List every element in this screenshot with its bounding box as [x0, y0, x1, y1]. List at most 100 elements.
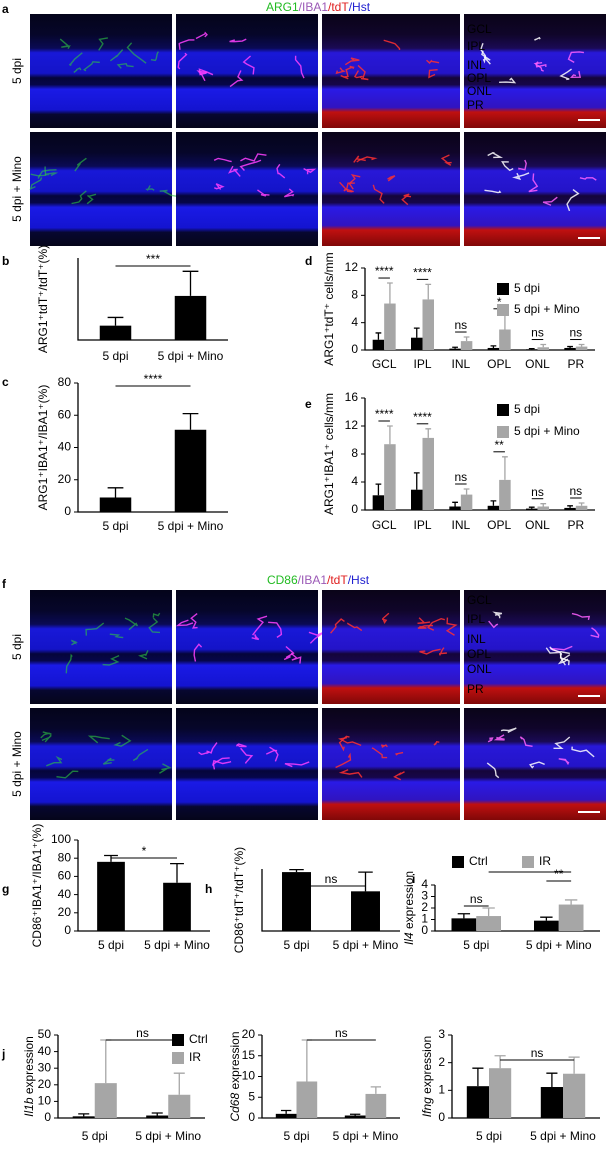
cell-process	[284, 188, 295, 198]
stain-name: CD86	[267, 573, 298, 587]
y-axis-label: ARG1⁺IBA1⁺/IBA1⁺(%)	[36, 385, 50, 511]
cell-process	[558, 758, 570, 765]
cell-process	[579, 177, 597, 181]
layer-label: PR	[467, 98, 484, 112]
cell-process	[512, 172, 530, 181]
cell-process	[252, 615, 268, 636]
cell-process	[481, 50, 491, 65]
bar	[372, 495, 385, 510]
cell-process	[44, 172, 59, 177]
cell-process	[346, 182, 355, 193]
stain-title: ARG1/IBA1/tdT/Hst	[266, 0, 371, 14]
error-bar	[375, 332, 382, 340]
legend-label: 5 dpi + Mino	[514, 302, 580, 316]
cell-process	[290, 652, 302, 664]
y-label-text: ARG1⁺tdT⁺/tdT⁺(%)	[36, 245, 50, 353]
cell-process	[427, 617, 445, 631]
y-label-text: CD86⁺tdT⁺/tdT⁺(%)	[232, 847, 246, 953]
bar	[460, 494, 473, 510]
error-bar	[567, 505, 573, 508]
error-bar	[413, 327, 420, 338]
legend-swatch	[497, 404, 509, 416]
stain-name: /tdT	[328, 0, 349, 14]
cell-process	[401, 193, 412, 206]
bar	[411, 489, 423, 510]
bar	[422, 299, 434, 350]
error-bar	[578, 343, 585, 347]
error-bar	[452, 346, 458, 349]
y-label-text: expression	[228, 1031, 242, 1089]
cell-process	[198, 68, 214, 76]
cell-process	[426, 59, 440, 64]
x-tick-label: PR	[567, 518, 584, 532]
legend-swatch	[497, 426, 509, 438]
cell-process	[41, 734, 52, 743]
cell-process	[178, 39, 195, 50]
micrograph	[30, 708, 172, 820]
bar	[540, 1087, 563, 1118]
bar	[282, 872, 311, 931]
legend-swatch	[522, 856, 534, 868]
error-bar	[182, 412, 199, 430]
x-tick-label: GCL	[372, 518, 397, 532]
panel-letter: f	[2, 577, 7, 591]
significance-label: ns	[531, 326, 544, 340]
x-tick-label: 5 dpi + Mino	[158, 349, 224, 363]
cell-process	[356, 156, 378, 163]
legend-label: IR	[539, 854, 551, 868]
error-bar	[528, 506, 535, 509]
cell-process	[239, 159, 262, 171]
error-bar	[78, 1113, 90, 1117]
error-bar	[387, 425, 393, 445]
y-axis-label: ARG1⁺tdT⁺ cells/mm	[322, 252, 336, 365]
cell-process	[138, 650, 149, 660]
y-axis-label: ARG1⁺tdT⁺/tdT⁺(%)	[36, 245, 50, 353]
error-bar	[490, 500, 497, 506]
y-tick-label: 20	[58, 472, 72, 486]
bar	[564, 507, 576, 510]
bar	[296, 1081, 318, 1118]
error-bar	[173, 1072, 185, 1095]
cell-process	[487, 151, 504, 159]
y-axis-label: CD86⁺IBA1⁺/IBA1⁺(%)	[30, 824, 44, 948]
layer-label: INL	[467, 58, 486, 72]
error-bar	[370, 1086, 382, 1094]
cell-process	[229, 38, 247, 43]
legend-swatch	[172, 1052, 184, 1064]
cell-process	[417, 617, 431, 625]
bar	[563, 1073, 586, 1118]
cell-process	[357, 64, 369, 81]
cell-process	[484, 189, 502, 194]
cell-process	[229, 70, 244, 88]
significance-label: **	[554, 867, 564, 881]
y-tick-label: 0	[438, 1110, 445, 1124]
panel-letter: i	[412, 872, 415, 886]
error-bar	[452, 501, 458, 507]
cell-process	[569, 70, 582, 78]
error-bar	[301, 1039, 313, 1082]
x-tick-label: 5 dpi + Mino	[135, 1129, 201, 1143]
x-tick-label: 5 dpi + Mino	[333, 938, 399, 952]
cell-process	[501, 161, 514, 172]
significance-label: ns	[569, 484, 582, 498]
error-bar	[540, 343, 547, 348]
bar	[489, 1068, 512, 1118]
y-tick-label: 0	[351, 502, 358, 516]
significance-label: ns	[335, 1026, 348, 1040]
micrograph	[30, 590, 172, 704]
y-tick-label: 80	[58, 850, 72, 864]
significance-label: ns	[454, 318, 467, 332]
gene-name: Il1b	[22, 1097, 36, 1117]
significance-label: ns	[531, 1046, 544, 1060]
cell-process	[113, 734, 132, 747]
cell-process	[440, 154, 452, 166]
layer-label: GCL	[467, 593, 492, 607]
cell-process	[353, 155, 366, 163]
significance-label: ns	[454, 470, 467, 484]
row-label: 5 dpi	[10, 634, 24, 660]
error-bar	[502, 456, 508, 480]
cell-process	[340, 69, 349, 80]
significance-label: ns	[136, 1026, 149, 1040]
significance-label: ****	[375, 264, 394, 278]
